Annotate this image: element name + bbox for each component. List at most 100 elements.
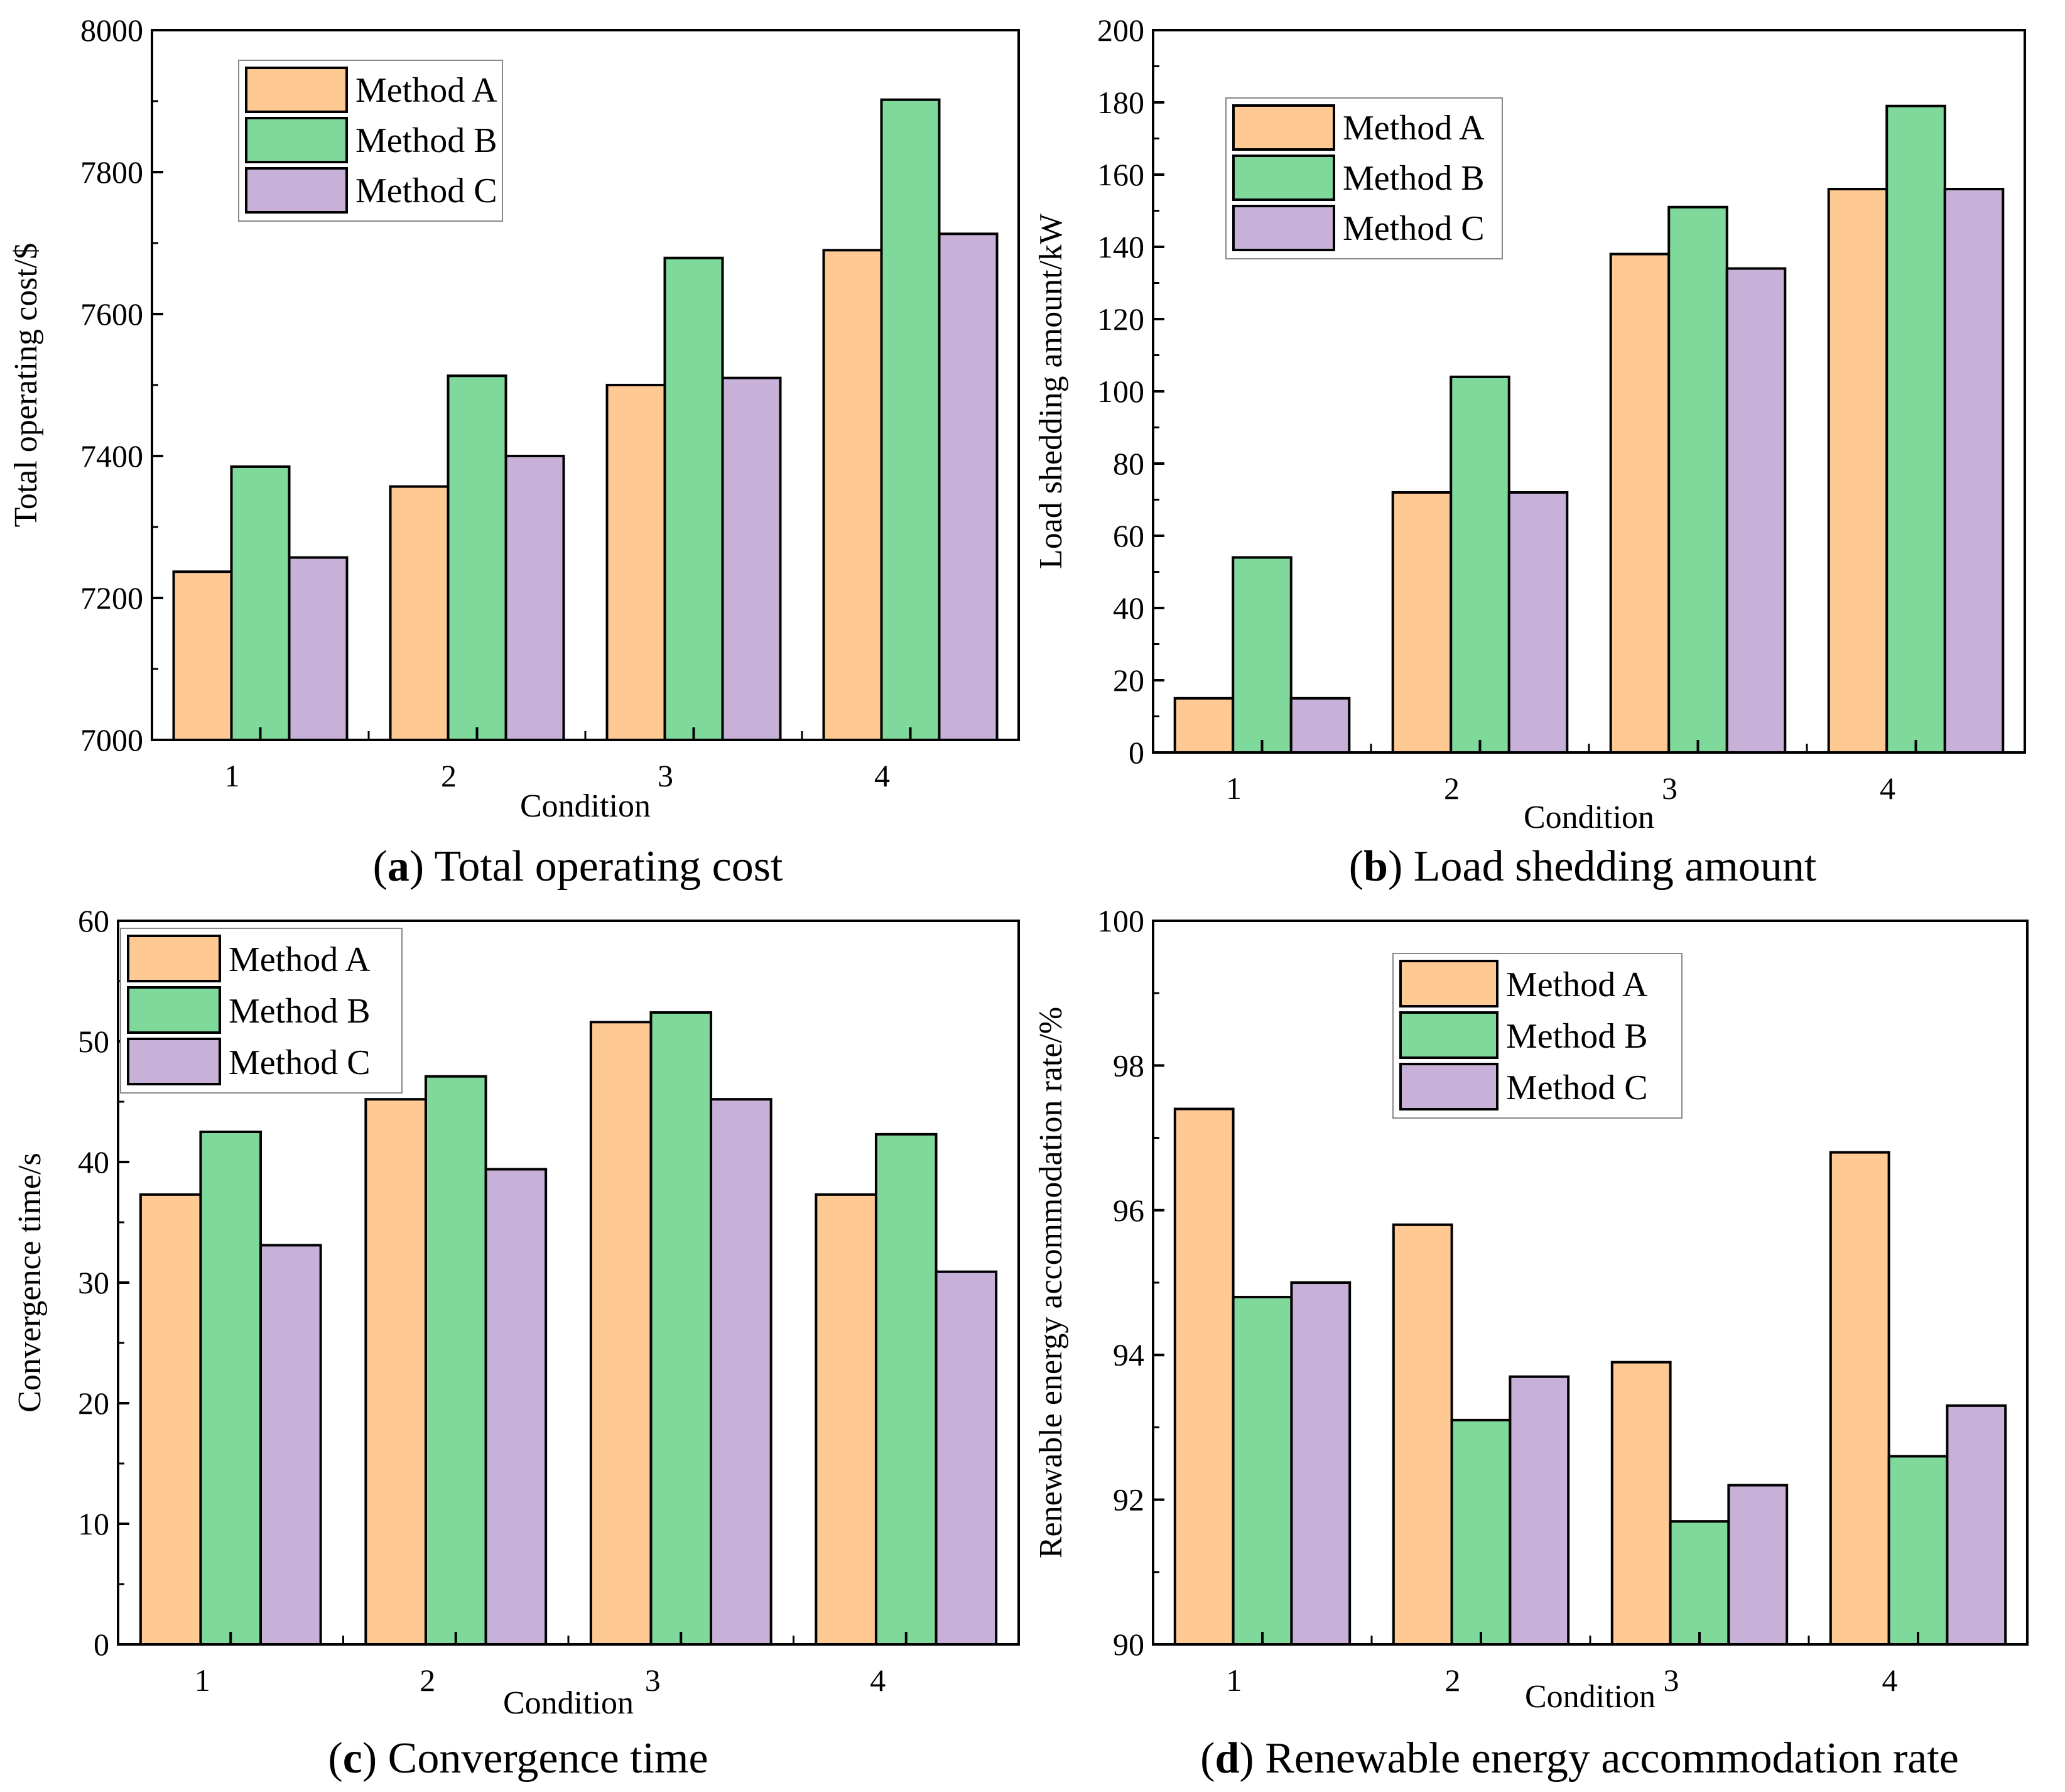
legend-label-method-c: Method C [229, 1043, 371, 1082]
x-tick-label-d: 1 [1227, 1663, 1242, 1698]
x-tick-label-a: 4 [874, 758, 890, 793]
y-tick-label-c: 20 [78, 1386, 109, 1421]
caption-open-paren: ( [328, 1734, 342, 1783]
bar-d-method-c-condition-3 [1727, 1484, 1789, 1646]
y-tick-label-d: 92 [1113, 1482, 1144, 1518]
y-tick-label-b: 200 [1097, 13, 1144, 48]
x-tick-label-c: 4 [870, 1663, 886, 1698]
caption-letter: b [1363, 842, 1388, 891]
legend-swatch-method-a [1399, 960, 1499, 1007]
y-tick-label-b: 40 [1113, 590, 1144, 626]
bar-d-method-a-condition-4 [1829, 1151, 1890, 1646]
y-axis-title-d: Renewable energy accommodation rate/% [1033, 1007, 1069, 1558]
bar-d-method-c-condition-1 [1290, 1281, 1352, 1646]
y-tick-label-d: 96 [1113, 1193, 1144, 1228]
legend-label-method-c: Method C [1506, 1068, 1648, 1107]
bar-c-method-c-condition-4 [935, 1270, 998, 1646]
y-tick-label-b: 80 [1113, 446, 1144, 481]
x-tick-label-a: 2 [441, 758, 457, 793]
caption-b: (b) Load shedding amount [1349, 842, 1817, 891]
bar-a-method-c-condition-3 [721, 376, 782, 741]
y-tick-label-a: 7800 [80, 155, 143, 190]
bar-c-method-b-condition-2 [424, 1075, 487, 1646]
caption-text: ) Load shedding amount [1388, 842, 1817, 891]
bar-c-method-c-condition-2 [484, 1168, 548, 1646]
y-tick-label-c: 50 [78, 1024, 109, 1059]
caption-letter: d [1215, 1734, 1239, 1783]
caption-text: ) Convergence time [362, 1734, 708, 1783]
bar-d-method-c-condition-2 [1509, 1375, 1570, 1646]
y-tick-label-b: 60 [1113, 518, 1144, 553]
bar-c-method-c-condition-3 [710, 1098, 772, 1646]
bar-b-method-c-condition-3 [1725, 267, 1787, 754]
y-tick-label-b: 0 [1129, 735, 1144, 770]
bar-a-method-a-condition-4 [822, 249, 883, 741]
bar-b-method-a-condition-3 [1609, 253, 1671, 754]
x-tick-label-d: 4 [1882, 1663, 1898, 1698]
x-tick-label-c: 2 [420, 1663, 435, 1698]
y-tick-label-b: 140 [1097, 229, 1144, 264]
bar-c-method-a-condition-1 [139, 1193, 202, 1646]
x-tick-label-b: 2 [1444, 771, 1460, 806]
y-tick-label-d: 94 [1113, 1337, 1144, 1372]
bar-d-method-b-condition-1 [1232, 1296, 1293, 1646]
bar-c-method-a-condition-2 [364, 1098, 427, 1646]
y-axis-title-b: Load shedding amount/kW [1033, 214, 1069, 569]
legend-label-method-a: Method A [1506, 965, 1648, 1004]
bar-b-method-b-condition-4 [1885, 104, 1946, 754]
legend-swatch-method-b [1399, 1011, 1499, 1059]
legend-swatch-method-c [245, 167, 348, 214]
bar-a-method-c-condition-1 [288, 556, 349, 742]
y-axis-title-c: Convergence time/s [12, 1153, 48, 1413]
y-tick-label-a: 8000 [80, 13, 143, 48]
bar-c-method-a-condition-4 [815, 1193, 877, 1646]
legend-a: Method A Method B Method C [238, 60, 503, 222]
legend-label-method-c: Method C [1343, 209, 1485, 248]
x-tick-label-a: 1 [224, 758, 240, 793]
legend-swatch-method-b [127, 986, 221, 1034]
y-tick-label-a: 7200 [80, 580, 143, 616]
x-tick-label-b: 3 [1662, 771, 1677, 806]
legend-swatch-method-b [1232, 155, 1335, 201]
caption-open-paren: ( [1200, 1734, 1215, 1783]
caption-open-paren: ( [1349, 842, 1363, 891]
bar-b-method-c-condition-4 [1943, 188, 2005, 754]
bar-b-method-c-condition-2 [1507, 491, 1569, 754]
bar-d-method-a-condition-2 [1392, 1223, 1453, 1646]
bar-b-method-a-condition-1 [1173, 697, 1235, 754]
caption-open-paren: ( [373, 842, 388, 891]
bar-a-method-c-condition-4 [938, 232, 999, 741]
caption-d: (d) Renewable energy accommodation rate [1200, 1734, 1959, 1783]
y-tick-label-d: 100 [1097, 903, 1144, 938]
bar-c-method-b-condition-4 [874, 1132, 938, 1646]
y-tick-label-b: 180 [1097, 85, 1144, 120]
bar-c-method-b-condition-3 [649, 1011, 713, 1646]
y-tick-label-a: 7600 [80, 296, 143, 332]
x-tick-label-b: 1 [1226, 771, 1242, 806]
caption-text: ) Renewable energy accommodation rate [1239, 1734, 1958, 1783]
bar-a-method-b-condition-1 [230, 465, 291, 741]
bar-d-method-a-condition-1 [1173, 1107, 1235, 1646]
legend-c: Method A Method B Method C [120, 928, 403, 1094]
bar-a-method-b-condition-2 [447, 374, 507, 741]
bar-b-method-b-condition-1 [1232, 556, 1293, 754]
chart-panel-c: 0 10 20 30 40 50 60 1 2 3 4 Condition Convergence ti… [12, 903, 1020, 1783]
y-tick-label-c: 40 [78, 1144, 109, 1180]
bar-b-method-b-condition-2 [1450, 376, 1510, 754]
x-tick-label-b: 4 [1880, 771, 1895, 806]
y-tick-label-a: 7400 [80, 438, 143, 474]
legend-swatch-method-a [127, 935, 221, 982]
legend-label-method-a: Method A [229, 940, 371, 979]
bar-d-method-c-condition-4 [1946, 1404, 2007, 1646]
bar-a-method-c-condition-2 [504, 455, 565, 741]
bar-a-method-a-condition-2 [389, 485, 450, 742]
x-axis-title-b: Condition [1524, 800, 1654, 835]
y-tick-label-d: 98 [1113, 1048, 1144, 1083]
bar-b-method-b-condition-3 [1667, 205, 1728, 754]
bar-c-method-a-condition-3 [589, 1021, 653, 1646]
bar-a-method-b-condition-3 [663, 256, 724, 742]
bar-b-method-c-condition-1 [1289, 697, 1351, 754]
legend-label-method-b: Method B [355, 121, 497, 160]
x-tick-label-c: 3 [645, 1663, 661, 1698]
